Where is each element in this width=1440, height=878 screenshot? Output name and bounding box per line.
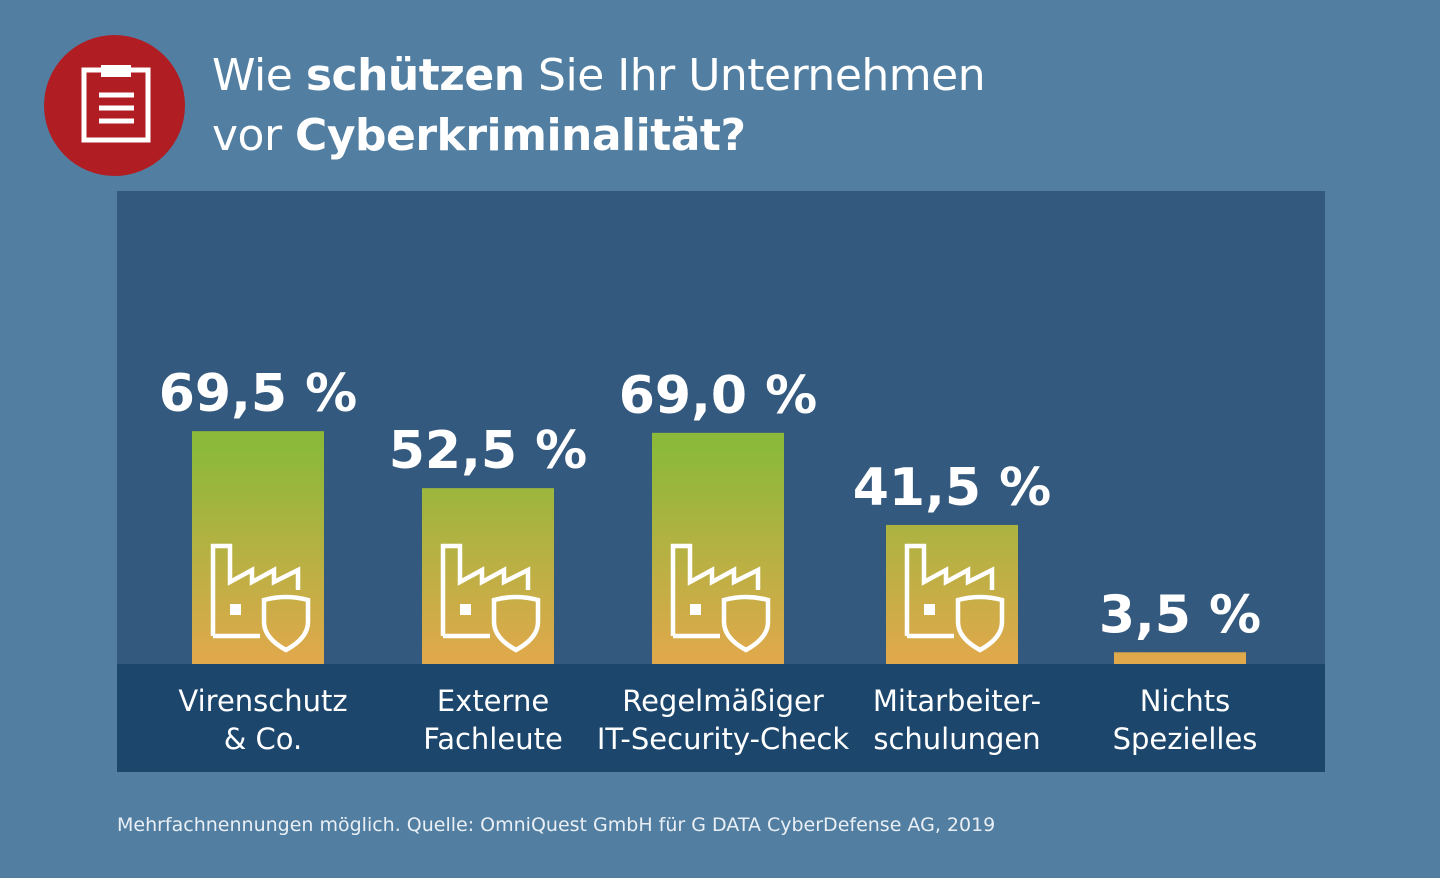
- bar-chart: 69,5 % Virenschutz & Co. 52,5 % Externe Fachl…: [159, 364, 1261, 756]
- category-label-band: [117, 664, 1325, 772]
- factory-shield-icon: [440, 543, 541, 653]
- chart-panel: 69,5 % Virenschutz & Co. 52,5 % Externe Fachl…: [117, 191, 1325, 772]
- bar: [1114, 652, 1246, 664]
- category-label: IT-Security-Check: [597, 722, 850, 756]
- bar-value-label: 52,5 %: [389, 421, 588, 481]
- clipboard-icon: [81, 65, 151, 143]
- title-line-2: vor Cyberkriminalität?: [212, 110, 746, 161]
- title-line-1: Wie schützen Sie Ihr Unternehmen: [212, 50, 986, 101]
- category-label: Regelmäßiger: [622, 684, 824, 718]
- source-note: Mehrfachnennungen möglich. Quelle: OmniQ…: [117, 814, 996, 836]
- factory-shield-icon: [904, 543, 1005, 653]
- clipboard-badge: [44, 35, 185, 176]
- category-label: schulungen: [873, 722, 1040, 756]
- page-title: Wie schützen Sie Ihr Unternehmen vor Cyb…: [212, 46, 986, 166]
- category-label: Virenschutz: [178, 684, 347, 718]
- category-label: Externe: [437, 684, 549, 718]
- bar-value-label: 69,0 %: [619, 366, 818, 426]
- bar-value-label: 69,5 %: [159, 364, 358, 424]
- category-label: Fachleute: [423, 722, 563, 756]
- factory-shield-icon: [670, 543, 771, 653]
- bar-value-label: 41,5 %: [853, 458, 1052, 518]
- bar-value-label: 3,5 %: [1099, 585, 1261, 645]
- factory-shield-icon: [210, 543, 311, 653]
- category-label: Nichts: [1140, 684, 1231, 718]
- category-label: & Co.: [224, 722, 303, 756]
- category-label: Spezielles: [1113, 722, 1258, 756]
- category-label: Mitarbeiter-: [873, 684, 1041, 718]
